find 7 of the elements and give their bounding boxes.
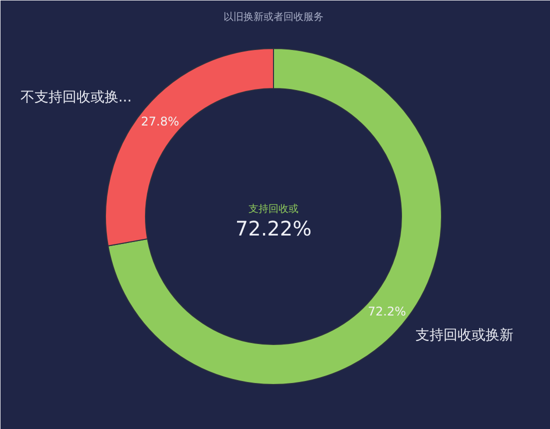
data-label: 72.2% [368, 304, 406, 319]
text: 72.22% [235, 216, 312, 240]
slice-label: 支持回收或换新 [415, 327, 514, 344]
data-label: 27.8% [141, 114, 180, 128]
slice-label: 不支持回收或换... [20, 90, 132, 106]
chart-title: 以旧换新或者回收服务 [224, 11, 324, 23]
text: 支持回收或 [248, 203, 298, 215]
